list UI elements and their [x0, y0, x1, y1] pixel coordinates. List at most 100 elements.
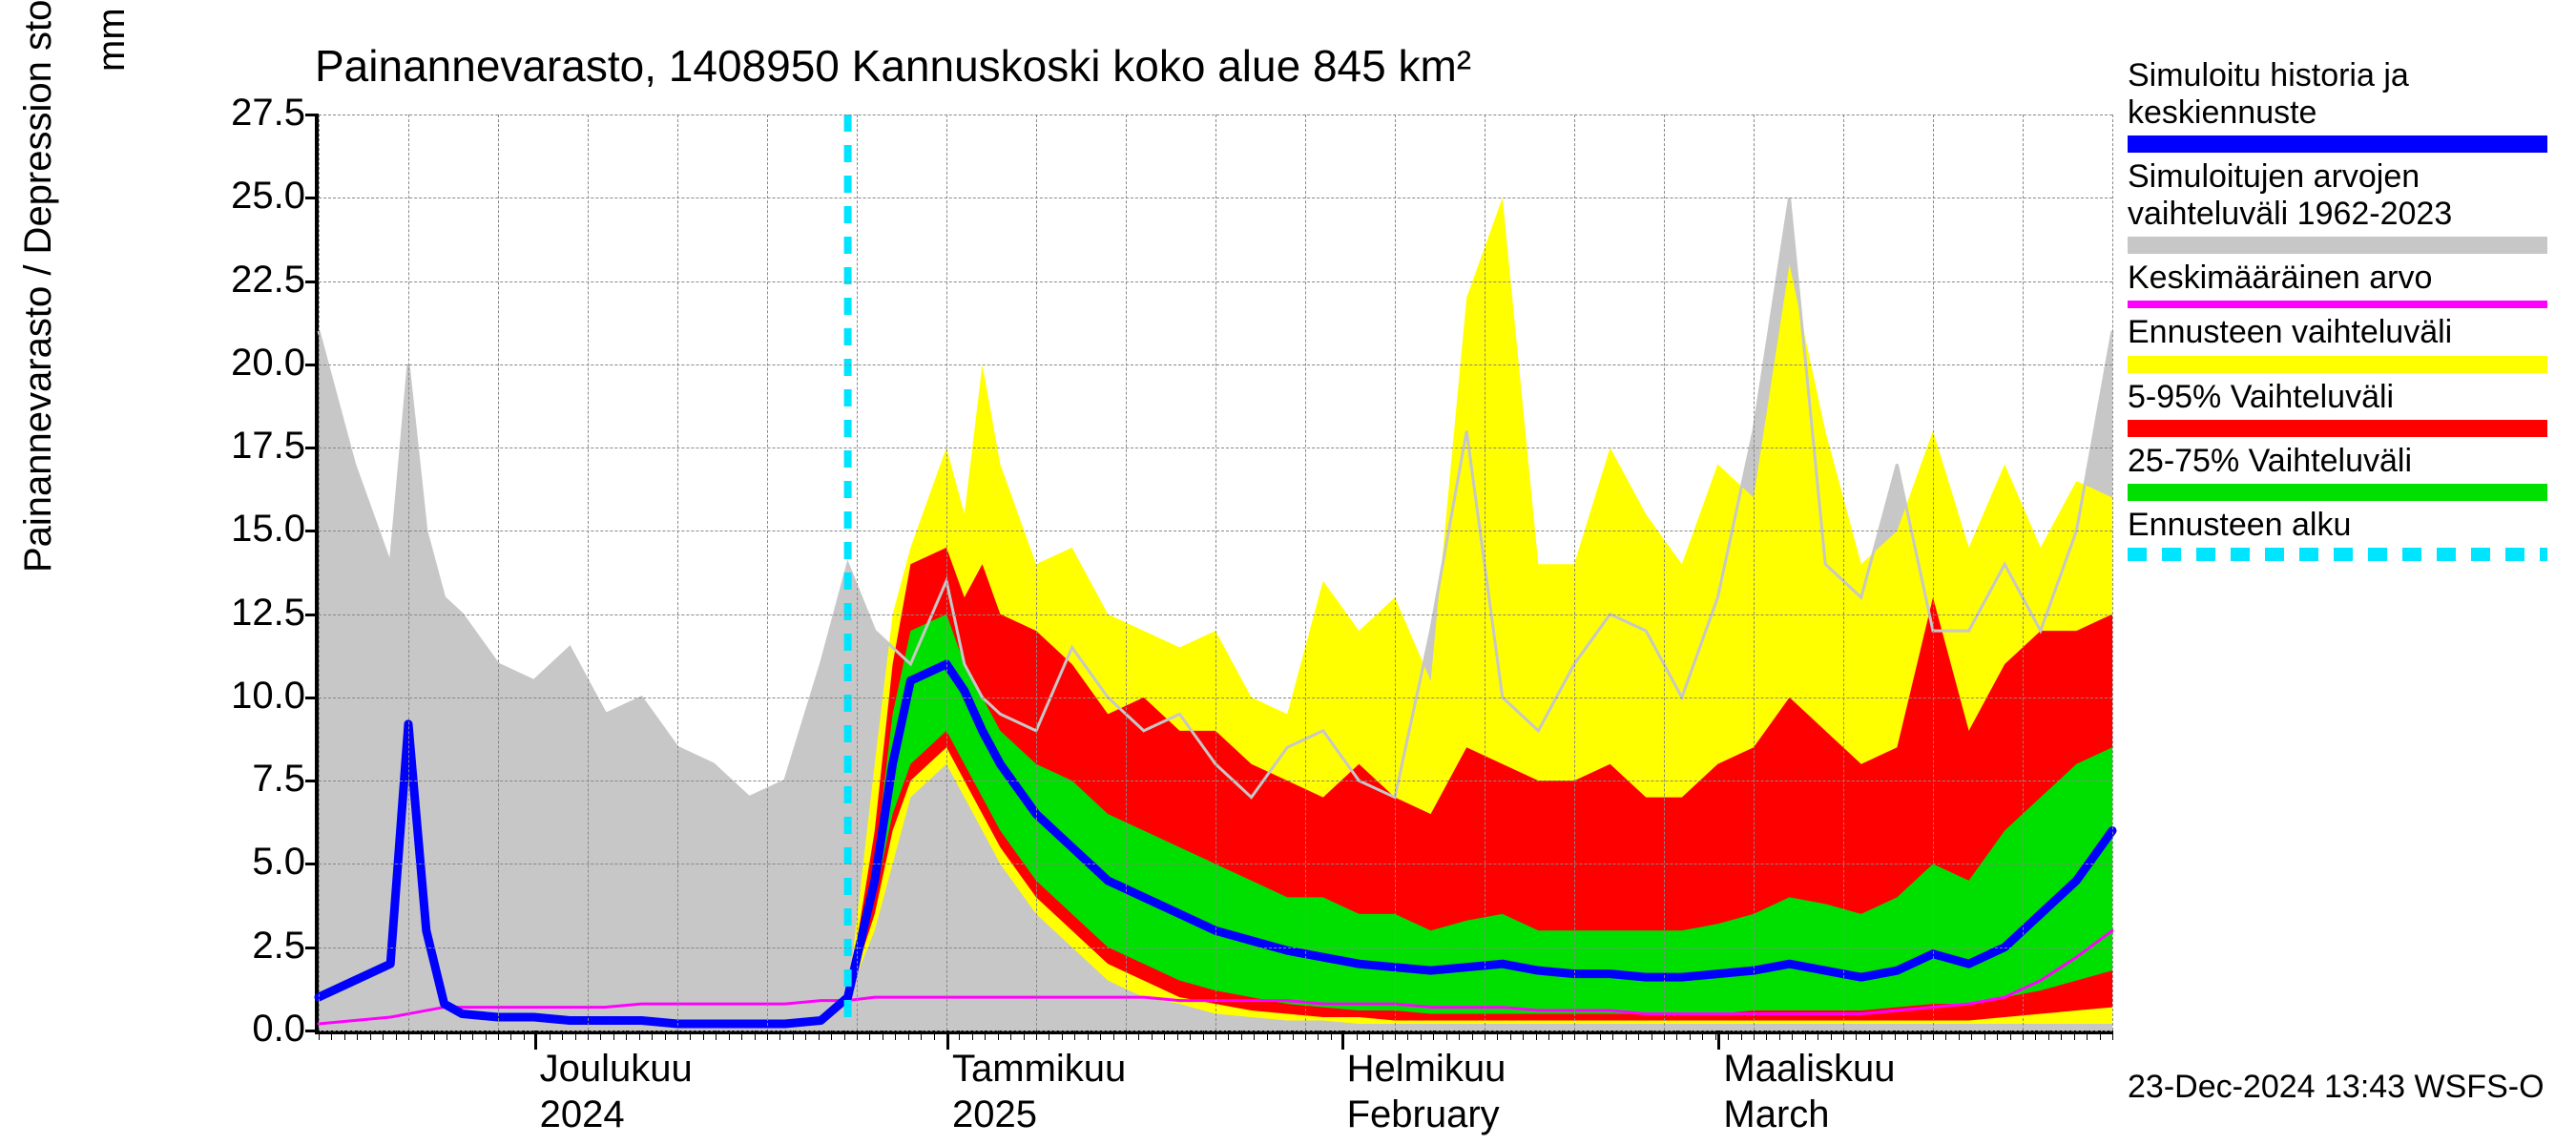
gridline-v: [1126, 114, 1127, 1030]
x-minor-tick: [421, 1030, 422, 1040]
x-minor-tick: [1433, 1030, 1434, 1040]
x-minor-tick: [1766, 1030, 1767, 1040]
x-minor-tick: [1612, 1030, 1613, 1040]
y-axis-unit: mm: [91, 8, 134, 72]
x-minor-tick: [729, 1030, 730, 1040]
x-minor-tick: [1562, 1030, 1563, 1040]
gridline-v: [319, 114, 320, 1030]
x-minor-tick: [921, 1030, 922, 1040]
x-minor-tick: [434, 1030, 435, 1040]
x-minor-tick: [1113, 1030, 1114, 1040]
x-minor-tick: [2074, 1030, 2075, 1040]
x-minor-tick: [1446, 1030, 1447, 1040]
legend-item: 25-75% Vaihteluväli: [2128, 443, 2557, 501]
x-minor-tick: [524, 1030, 525, 1040]
legend-label: Ennusteen vaihteluväli: [2128, 314, 2557, 351]
x-minor-tick: [779, 1030, 780, 1040]
y-tick-label: 12.5: [231, 592, 305, 635]
x-minor-tick: [1331, 1030, 1332, 1040]
x-minor-tick: [959, 1030, 960, 1040]
gridline-v: [498, 114, 499, 1030]
x-minor-tick: [1805, 1030, 1806, 1040]
x-month-tick: [946, 1030, 949, 1050]
x-minor-tick: [716, 1030, 717, 1040]
x-minor-tick: [1459, 1030, 1460, 1040]
x-minor-tick: [1587, 1030, 1588, 1040]
gridline-v: [677, 114, 678, 1030]
legend-item: Ennusteen vaihteluväli: [2128, 314, 2557, 372]
x-month-label: Joulukuu: [540, 1048, 693, 1091]
legend-swatch: [2128, 237, 2547, 254]
x-minor-tick: [869, 1030, 870, 1040]
legend-swatch: [2128, 356, 2547, 373]
y-tick: [305, 114, 319, 116]
x-minor-tick: [639, 1030, 640, 1040]
x-minor-tick: [1010, 1030, 1011, 1040]
x-minor-tick: [1203, 1030, 1204, 1040]
y-tick-label: 17.5: [231, 425, 305, 468]
y-tick-label: 20.0: [231, 342, 305, 385]
x-minor-tick: [1638, 1030, 1639, 1040]
legend-item: Simuloitujen arvojenvaihteluväli 1962-20…: [2128, 158, 2557, 254]
y-tick-label: 22.5: [231, 259, 305, 302]
x-minor-tick: [1843, 1030, 1844, 1040]
legend-label: 5-95% Vaihteluväli: [2128, 379, 2557, 416]
x-month-sublabel: 2024: [540, 1093, 625, 1136]
y-tick-label: 10.0: [231, 675, 305, 718]
x-minor-tick: [613, 1030, 614, 1040]
x-minor-tick: [2048, 1030, 2049, 1040]
legend-swatch: [2128, 548, 2547, 561]
x-minor-tick: [1523, 1030, 1524, 1040]
x-minor-tick: [1715, 1030, 1716, 1040]
legend-swatch: [2128, 135, 2547, 153]
x-minor-tick: [626, 1030, 627, 1040]
y-tick: [305, 281, 319, 283]
x-minor-tick: [1100, 1030, 1101, 1040]
legend-label: Simuloitu historia jakeskiennuste: [2128, 57, 2557, 132]
x-minor-tick: [665, 1030, 666, 1040]
x-minor-tick: [1779, 1030, 1780, 1040]
x-minor-tick: [985, 1030, 986, 1040]
x-minor-tick: [857, 1030, 858, 1040]
y-tick-label: 0.0: [252, 1008, 305, 1051]
x-minor-tick: [2023, 1030, 2024, 1040]
gridline-v: [1843, 114, 1844, 1030]
x-minor-tick: [895, 1030, 896, 1040]
x-month-tick: [1341, 1030, 1344, 1050]
y-tick: [305, 697, 319, 699]
x-minor-tick: [2100, 1030, 2101, 1040]
x-minor-tick: [1318, 1030, 1319, 1040]
x-minor-tick: [1152, 1030, 1153, 1040]
x-minor-tick: [972, 1030, 973, 1040]
x-minor-tick: [652, 1030, 653, 1040]
x-minor-tick: [1138, 1030, 1139, 1040]
x-minor-tick: [1664, 1030, 1665, 1040]
x-minor-tick: [677, 1030, 678, 1040]
gridline-v: [946, 114, 947, 1030]
gridline-v: [1036, 114, 1037, 1030]
y-tick: [305, 947, 319, 949]
x-minor-tick: [1190, 1030, 1191, 1040]
x-minor-tick: [819, 1030, 820, 1040]
x-minor-tick: [1024, 1030, 1025, 1040]
x-minor-tick: [319, 1030, 320, 1040]
x-minor-tick: [510, 1030, 511, 1040]
x-minor-tick: [998, 1030, 999, 1040]
x-minor-tick: [1369, 1030, 1370, 1040]
x-minor-tick: [1702, 1030, 1703, 1040]
x-minor-tick: [703, 1030, 704, 1040]
gridline-v: [1395, 114, 1396, 1030]
y-tick-label: 15.0: [231, 508, 305, 551]
x-month-label: Helmikuu: [1347, 1048, 1506, 1091]
x-minor-tick: [588, 1030, 589, 1040]
gridline-v: [2112, 114, 2113, 1030]
y-tick-label: 25.0: [231, 175, 305, 218]
x-minor-tick: [755, 1030, 756, 1040]
x-minor-tick: [2035, 1030, 2036, 1040]
x-minor-tick: [1690, 1030, 1691, 1040]
x-minor-tick: [1574, 1030, 1575, 1040]
x-minor-tick: [1984, 1030, 1985, 1040]
x-minor-tick: [1407, 1030, 1408, 1040]
x-minor-tick: [472, 1030, 473, 1040]
x-minor-tick: [805, 1030, 806, 1040]
